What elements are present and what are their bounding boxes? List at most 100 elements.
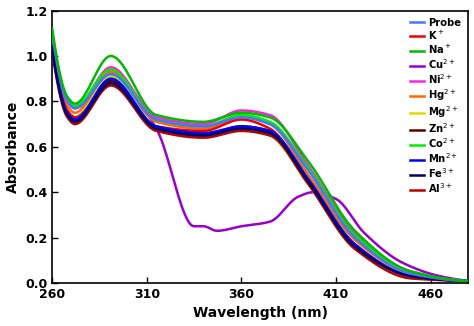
Al$^{3+}$ xyxy=(291,160,297,164)
Zn$^{2+}$ xyxy=(408,274,413,278)
Line: Ni$^{2+}$: Ni$^{2+}$ xyxy=(52,38,468,281)
Zn$^{2+}$ xyxy=(49,47,55,51)
Zn$^{2+}$ xyxy=(465,279,471,283)
Mg$^{2+}$ xyxy=(49,45,55,49)
Line: Zn$^{2+}$: Zn$^{2+}$ xyxy=(52,49,468,281)
Line: Co$^{2+}$: Co$^{2+}$ xyxy=(52,36,468,281)
Fe$^{3+}$ xyxy=(75,119,81,123)
Al$^{3+}$ xyxy=(408,276,413,280)
Line: Fe$^{3+}$: Fe$^{3+}$ xyxy=(52,49,468,281)
K$^+$ xyxy=(408,274,413,278)
Probe xyxy=(408,272,413,276)
Cu$^{2+}$ xyxy=(291,198,297,201)
Cu$^{2+}$ xyxy=(365,234,371,238)
K$^+$ xyxy=(49,43,55,47)
Fe$^{3+}$ xyxy=(291,158,297,162)
Hg$^{2+}$ xyxy=(408,272,413,276)
Al$^{3+}$ xyxy=(75,122,81,126)
Zn$^{2+}$ xyxy=(75,117,81,121)
Al$^{3+}$ xyxy=(49,50,55,53)
Al$^{3+}$ xyxy=(315,195,320,199)
Line: Na$^+$: Na$^+$ xyxy=(52,29,468,281)
Cu$^{2+}$ xyxy=(49,43,55,47)
Ni$^{2+}$ xyxy=(315,177,320,181)
Fe$^{3+}$ xyxy=(302,175,308,179)
Mn$^{2+}$ xyxy=(365,253,371,257)
Line: Al$^{3+}$: Al$^{3+}$ xyxy=(52,52,468,281)
K$^+$ xyxy=(291,157,297,161)
Hg$^{2+}$ xyxy=(49,38,55,42)
Line: Mn$^{2+}$: Mn$^{2+}$ xyxy=(52,47,468,281)
Mg$^{2+}$ xyxy=(365,254,371,258)
Co$^{2+}$ xyxy=(465,279,471,283)
Co$^{2+}$ xyxy=(49,34,55,37)
Hg$^{2+}$ xyxy=(365,248,371,252)
Mn$^{2+}$ xyxy=(315,191,320,195)
Zn$^{2+}$ xyxy=(315,191,320,195)
Hg$^{2+}$ xyxy=(465,279,471,283)
Probe xyxy=(465,279,471,283)
Al$^{3+}$ xyxy=(465,279,471,283)
Fe$^{3+}$ xyxy=(408,274,413,278)
X-axis label: Wavelength (nm): Wavelength (nm) xyxy=(193,306,328,320)
Zn$^{2+}$ xyxy=(302,173,308,177)
Na$^+$ xyxy=(49,27,55,31)
Hg$^{2+}$ xyxy=(302,168,308,172)
K$^+$ xyxy=(302,175,308,179)
Fe$^{3+}$ xyxy=(49,47,55,51)
K$^+$ xyxy=(75,115,81,119)
Co$^{2+}$ xyxy=(291,146,297,150)
Ni$^{2+}$ xyxy=(365,243,371,247)
Probe xyxy=(302,164,308,168)
Line: K$^+$: K$^+$ xyxy=(52,45,468,281)
Na$^+$ xyxy=(315,172,320,176)
Mn$^{2+}$ xyxy=(408,274,413,278)
Ni$^{2+}$ xyxy=(465,279,471,283)
Mg$^{2+}$ xyxy=(75,115,81,119)
Mn$^{2+}$ xyxy=(75,117,81,121)
Co$^{2+}$ xyxy=(75,103,81,107)
K$^+$ xyxy=(365,253,371,257)
Y-axis label: Absorbance: Absorbance xyxy=(6,101,19,193)
Ni$^{2+}$ xyxy=(408,269,413,273)
Mg$^{2+}$ xyxy=(291,161,297,165)
Na$^+$ xyxy=(302,155,308,159)
Probe xyxy=(75,106,81,110)
Na$^+$ xyxy=(365,241,371,245)
Cu$^{2+}$ xyxy=(75,106,81,110)
Cu$^{2+}$ xyxy=(465,279,471,283)
K$^+$ xyxy=(315,193,320,197)
Line: Probe: Probe xyxy=(52,33,468,281)
Mn$^{2+}$ xyxy=(49,45,55,49)
Cu$^{2+}$ xyxy=(408,264,413,268)
Zn$^{2+}$ xyxy=(365,253,371,257)
Na$^+$ xyxy=(75,101,81,105)
Mn$^{2+}$ xyxy=(302,173,308,177)
Line: Cu$^{2+}$: Cu$^{2+}$ xyxy=(52,45,468,281)
Co$^{2+}$ xyxy=(302,162,308,166)
Line: Mg$^{2+}$: Mg$^{2+}$ xyxy=(52,47,468,281)
Cu$^{2+}$ xyxy=(302,192,308,196)
Hg$^{2+}$ xyxy=(315,186,320,190)
Ni$^{2+}$ xyxy=(302,159,308,163)
Hg$^{2+}$ xyxy=(291,151,297,155)
Probe xyxy=(315,182,320,185)
Mn$^{2+}$ xyxy=(291,156,297,160)
Al$^{3+}$ xyxy=(302,177,308,181)
Probe xyxy=(365,247,371,251)
Fe$^{3+}$ xyxy=(315,193,320,197)
Mg$^{2+}$ xyxy=(408,274,413,278)
Na$^+$ xyxy=(408,269,413,273)
Na$^+$ xyxy=(465,279,471,283)
Co$^{2+}$ xyxy=(408,269,413,273)
Mg$^{2+}$ xyxy=(465,279,471,283)
Ni$^{2+}$ xyxy=(291,141,297,145)
Probe xyxy=(49,31,55,35)
Probe xyxy=(291,148,297,152)
Mg$^{2+}$ xyxy=(315,195,320,199)
Zn$^{2+}$ xyxy=(291,156,297,160)
Mg$^{2+}$ xyxy=(302,177,308,181)
Fe$^{3+}$ xyxy=(465,279,471,283)
Ni$^{2+}$ xyxy=(49,36,55,40)
Na$^+$ xyxy=(291,139,297,143)
